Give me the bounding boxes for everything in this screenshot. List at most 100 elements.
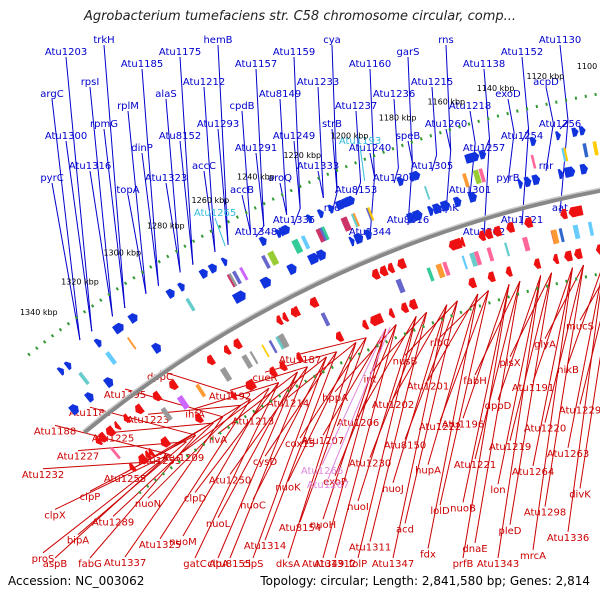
reverse-gene-leader: [392, 304, 448, 559]
reverse-gene-label: lon: [490, 485, 505, 496]
forward-gene-label: Atu1240: [349, 143, 391, 154]
reverse-gene-label: Atu8155: [209, 559, 251, 570]
ruler-label: 1120 kbp: [527, 72, 565, 81]
reverse-cds-arrow: [247, 378, 257, 391]
forward-cds-arrow: [396, 176, 404, 187]
forward-cds-arrow: [327, 204, 335, 214]
forward-gene-leader: [255, 152, 265, 227]
forward-gene-leader: [65, 56, 93, 332]
reverse-gene-leader: [369, 312, 428, 542]
forward-cds-arrow: [165, 288, 175, 299]
reverse-gene-label: ribC: [430, 338, 450, 349]
reverse-cds-arrow: [387, 262, 396, 274]
forward-gene-leader: [255, 225, 265, 238]
reverse-cds-arrow: [135, 403, 145, 415]
reverse-cds-arrow: [401, 302, 410, 314]
forward-gene-label: Atu1257: [463, 143, 505, 154]
forward-feature-block: [261, 254, 271, 269]
forward-feature-block: [478, 168, 486, 183]
reverse-gene-label: clpS: [243, 559, 264, 570]
forward-gene-leader: [521, 128, 530, 142]
reverse-gene-label: fdx: [420, 550, 436, 561]
forward-gene-label: speB: [396, 131, 421, 142]
forward-gene-leader: [469, 110, 476, 144]
forward-gene-leader: [317, 86, 324, 199]
reverse-gene-label: Atu1213: [232, 417, 274, 428]
reverse-gene-leader: [392, 304, 448, 483]
gene-ring-layer: [56, 126, 600, 472]
reverse-cds-arrow: [276, 315, 284, 326]
reverse-cds-arrow: [524, 217, 534, 228]
reverse-gene-leader: [404, 300, 458, 440]
forward-gene-leader: [65, 140, 93, 332]
forward-gene-label: accB: [230, 185, 254, 196]
forward-gene-leader: [179, 140, 194, 265]
reverse-cds-arrow: [296, 351, 304, 363]
forward-feature-block: [315, 228, 325, 243]
reverse-gene-label: int: [363, 375, 376, 386]
reverse-feature-block: [268, 339, 278, 354]
reverse-gene-label: nuoI: [347, 502, 369, 513]
forward-gene-label: Atu1301: [449, 185, 491, 196]
reverse-cds-arrow: [568, 206, 577, 218]
reverse-gene-label: Atu1207: [302, 436, 344, 447]
reverse-gene-leader: [544, 265, 584, 507]
forward-feature-block: [300, 235, 311, 250]
forward-cds-arrow: [353, 232, 364, 245]
reverse-gene-label: Atu1201: [407, 382, 449, 393]
forward-gene-leader: [431, 86, 438, 155]
forward-gene-label: acpD: [533, 77, 559, 88]
forward-gene-leader: [127, 110, 147, 294]
reverse-feature-block: [275, 335, 286, 350]
reverse-gene-label: nuoM: [169, 537, 196, 548]
forward-gene-leader: [369, 152, 375, 177]
reverse-gene-label: Atu8154: [279, 523, 321, 534]
forward-gene-leader: [141, 68, 159, 286]
reverse-gene-leader: [299, 337, 367, 439]
reverse-gene-leader: [264, 351, 338, 541]
reverse-feature-block: [486, 247, 495, 262]
reverse-gene-leader: [217, 371, 298, 435]
forward-gene-label: accC: [192, 161, 216, 172]
forward-gene-label: Atu1305: [411, 161, 453, 172]
forward-gene-leader: [559, 44, 569, 121]
ruler-layer: 1100 kbp 1120 kbp 1140 kbp 1160 kbp 1180 kbp…: [20, 62, 600, 497]
forward-gene-leader: [165, 182, 181, 273]
forward-gene-leader: [469, 143, 476, 196]
reverse-feature-block: [219, 366, 233, 382]
reverse-feature-block: [435, 263, 446, 279]
forward-gene-label: Atu1138: [463, 59, 505, 70]
reverse-cds-arrow: [574, 248, 583, 260]
reverse-feature-block: [522, 236, 531, 252]
forward-gene-leader: [507, 98, 515, 133]
reverse-cds-arrow: [138, 453, 149, 465]
reverse-gene-label: proS: [32, 554, 55, 565]
reverse-gene-label: Atu1219: [489, 442, 531, 453]
reverse-gene-label: hupA: [415, 466, 441, 477]
forward-cds-arrow: [427, 205, 434, 217]
forward-gene-label: rpmG: [90, 119, 118, 130]
forward-gene-label: aroQ: [268, 173, 292, 184]
reverse-gene-label: lolD: [430, 506, 450, 517]
reverse-gene-label: nuoK: [275, 482, 301, 493]
reverse-gene-label: Atu1202: [372, 400, 414, 411]
forward-gene-leader: [355, 110, 362, 183]
reverse-gene-label: Atu1343: [477, 559, 519, 570]
reverse-gene-label: Atu1232: [22, 470, 64, 481]
pseudo-gene-leader: [327, 326, 391, 480]
forward-feature-block: [126, 337, 137, 350]
forward-feature-block: [341, 216, 352, 232]
forward-gene-leader: [89, 170, 113, 317]
reverse-gene-leader: [252, 356, 327, 500]
reverse-cds-arrow: [505, 266, 513, 277]
forward-cds-arrow: [280, 224, 290, 236]
reverse-gene-label: aspB: [43, 559, 68, 570]
reverse-gene-leader: [264, 351, 337, 373]
reverse-cds-arrow: [224, 344, 232, 355]
forward-feature-block: [105, 351, 117, 365]
forward-feature-block: [350, 213, 359, 228]
forward-gene-label: Atu1333: [297, 161, 339, 172]
forward-gene-leader: [445, 128, 452, 151]
reverse-gene-label: clpP: [80, 492, 101, 503]
map-title: Agrobacterium tumefaciens str. C58 chrom…: [83, 9, 517, 24]
